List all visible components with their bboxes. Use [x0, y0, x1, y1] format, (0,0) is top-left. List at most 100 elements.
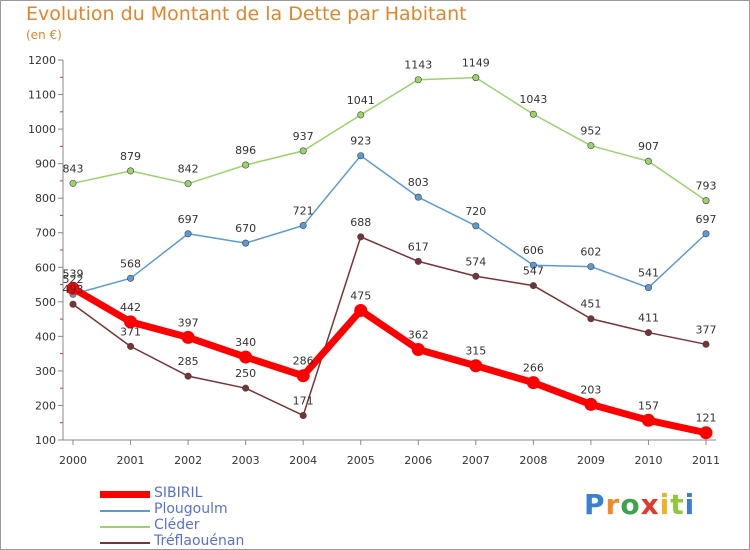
y-tick-label: 400	[35, 330, 56, 343]
data-point-treflaouenan	[644, 329, 652, 337]
y-tick-label: 1200	[28, 54, 56, 67]
data-label-treflaouenan: 493	[63, 283, 84, 296]
data-point-treflaouenan	[702, 340, 710, 348]
data-point-treflaouenan	[299, 411, 307, 419]
data-point-plougoulm	[414, 193, 422, 201]
logo-letter: i	[659, 488, 671, 521]
data-point-treflaouenan	[184, 372, 192, 380]
data-label-sibiril: 397	[178, 316, 199, 329]
data-label-treflaouenan: 250	[235, 367, 256, 380]
x-tick-label: 2007	[462, 454, 490, 467]
data-point-plougoulm	[644, 284, 652, 292]
data-label-treflaouenan: 377	[696, 323, 717, 336]
chart-axes: 100 200 300 400 500 600 700 800 900 1000 1100 1200 2…	[28, 54, 720, 467]
x-tick-label: 2002	[174, 454, 202, 467]
line-chart: 100 200 300 400 500 600 700 800 900 1000 1100 1200 2…	[28, 54, 720, 467]
data-point-cleder	[127, 167, 135, 175]
data-label-plougoulm: 720	[465, 205, 486, 218]
chart-unit-label: (en €)	[26, 28, 62, 42]
y-tick-label: 1000	[28, 123, 56, 136]
data-point-plougoulm	[184, 230, 192, 238]
data-point-cleder	[299, 147, 307, 155]
data-point-treflaouenan	[357, 233, 365, 241]
logo-letter: r	[605, 488, 621, 521]
legend-label: SIBIRIL	[154, 485, 203, 501]
data-label-plougoulm: 697	[178, 213, 199, 226]
chart-data-labels: 522 568 697 670 721 923 803 720 606 602 541 697 843 8…	[63, 57, 717, 425]
data-point-cleder	[242, 161, 250, 169]
data-point-treflaouenan	[529, 282, 537, 290]
data-point-treflaouenan	[587, 315, 595, 323]
data-point-sibiril	[239, 350, 253, 364]
legend-swatch	[100, 542, 150, 544]
data-label-sibiril: 157	[638, 399, 659, 412]
legend-label: Plougoulm	[154, 501, 228, 517]
data-label-plougoulm: 803	[408, 176, 429, 189]
data-point-sibiril	[584, 397, 598, 411]
y-tick-label: 100	[35, 434, 56, 447]
data-point-sibiril	[699, 426, 713, 440]
y-tick-label: 800	[35, 192, 56, 205]
data-point-cleder	[644, 157, 652, 165]
data-label-treflaouenan: 171	[293, 394, 314, 407]
x-tick-label: 2003	[232, 454, 260, 467]
data-label-sibiril: 475	[350, 289, 371, 302]
data-label-sibiril: 203	[580, 383, 601, 396]
data-label-cleder: 793	[696, 180, 717, 193]
data-point-cleder	[414, 76, 422, 84]
data-label-cleder: 879	[120, 150, 141, 163]
data-point-plougoulm	[357, 152, 365, 160]
data-label-sibiril: 442	[120, 301, 141, 314]
data-point-treflaouenan	[472, 272, 480, 280]
proxiti-logo: Proxiti	[584, 488, 695, 521]
x-tick-label: 2000	[59, 454, 87, 467]
logo-letter: x	[640, 488, 660, 521]
y-tick-label: 700	[35, 227, 56, 240]
data-point-sibiril	[124, 315, 138, 329]
data-label-sibiril: 266	[523, 362, 544, 375]
data-label-cleder: 1041	[347, 94, 375, 107]
data-point-treflaouenan	[69, 300, 77, 308]
x-tick-label: 2011	[692, 454, 720, 467]
series-line-plougoulm	[72, 154, 707, 295]
data-label-cleder: 842	[178, 163, 199, 176]
chart-series	[66, 74, 713, 440]
y-tick-label: 1100	[28, 89, 56, 102]
logo-letter: i	[684, 488, 696, 521]
data-point-sibiril	[411, 342, 425, 356]
logo-letter: t	[670, 488, 685, 521]
data-point-plougoulm	[702, 230, 710, 238]
y-tick-label: 500	[35, 296, 56, 309]
data-point-cleder	[587, 142, 595, 150]
data-label-sibiril: 315	[465, 345, 486, 358]
data-label-treflaouenan: 371	[120, 325, 141, 338]
x-tick-label: 2006	[404, 454, 432, 467]
data-label-treflaouenan: 451	[580, 298, 601, 311]
data-point-sibiril	[296, 369, 310, 383]
data-label-treflaouenan: 688	[350, 216, 371, 229]
data-label-cleder: 1149	[462, 57, 490, 70]
data-point-cleder	[184, 180, 192, 188]
data-point-sibiril	[641, 413, 655, 427]
series-line-cleder	[72, 76, 707, 202]
data-label-sibiril: 539	[63, 267, 84, 280]
legend-label: Tréflaouénan	[154, 533, 245, 549]
data-label-plougoulm: 721	[293, 204, 314, 217]
y-tick-label: 200	[35, 399, 56, 412]
y-tick-label: 300	[35, 365, 56, 378]
data-label-cleder: 1043	[519, 93, 547, 106]
x-tick-label: 2009	[577, 454, 605, 467]
chart-title: Evolution du Montant de la Dette par Hab…	[26, 3, 467, 25]
data-label-plougoulm: 697	[696, 213, 717, 226]
data-point-sibiril	[66, 281, 80, 295]
data-label-sibiril: 340	[235, 336, 256, 349]
data-point-sibiril	[526, 376, 540, 390]
data-point-plougoulm	[299, 221, 307, 229]
x-tick-label: 2005	[347, 454, 375, 467]
data-point-cleder	[472, 74, 480, 82]
data-point-sibiril	[469, 359, 483, 373]
data-point-cleder	[357, 111, 365, 119]
data-label-plougoulm: 606	[523, 244, 544, 257]
data-label-treflaouenan: 285	[178, 355, 199, 368]
